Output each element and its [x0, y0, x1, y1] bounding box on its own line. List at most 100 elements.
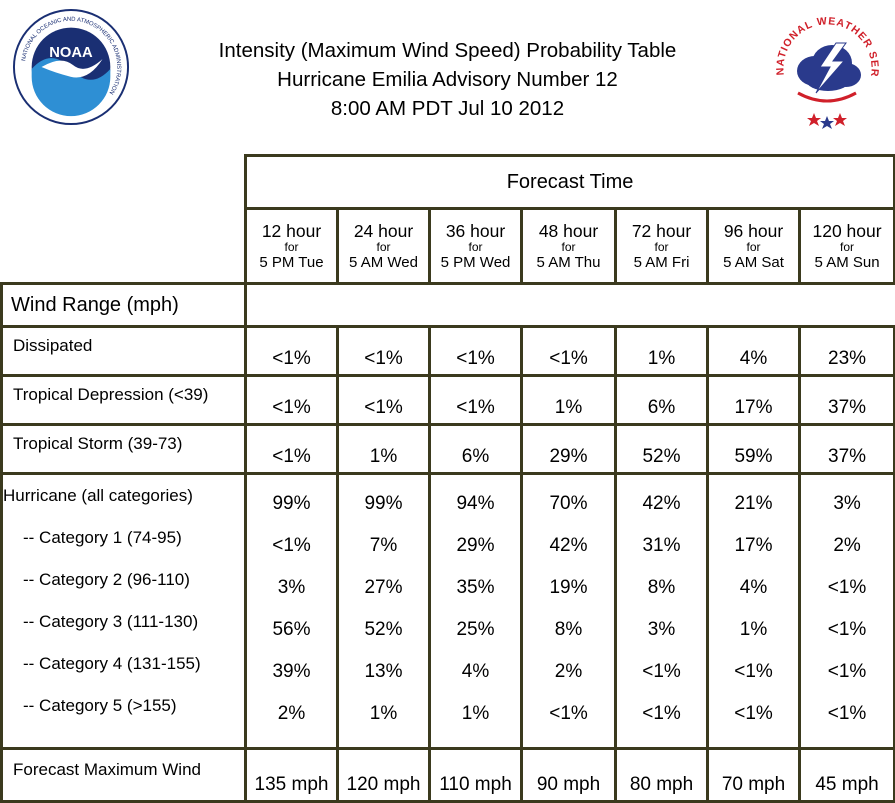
table-cell: 42% — [549, 535, 588, 556]
table-row-hurricane-group: Hurricane (all categories) -- Category 1… — [0, 472, 895, 750]
table-cell: 13% — [364, 661, 403, 682]
table-cell: 110 mph — [428, 747, 523, 803]
row-label-cat2: -- Category 2 (96-110) — [23, 570, 190, 589]
table-cell: 17% — [706, 374, 801, 426]
table-cell: 80 mph — [614, 747, 709, 803]
col-when: 5 AM Sat — [723, 253, 784, 271]
col-for: for — [468, 239, 483, 254]
row-label: Tropical Depression (<39) — [0, 374, 247, 426]
hurricane-col-120h: 3% 2% <1% <1% <1% <1% — [797, 472, 895, 750]
hurricane-col-72h: 42% 31% 8% 3% <1% <1% — [614, 472, 709, 750]
col-header-36h: 36 hour for 5 PM Wed — [428, 207, 523, 285]
table-cell: 37% — [797, 374, 895, 426]
table-cell: 70 mph — [706, 747, 801, 803]
table-cell: 19% — [549, 577, 588, 598]
table-cell: 4% — [461, 661, 490, 682]
table-cell: 27% — [364, 577, 403, 598]
col-hours: 24 hour — [353, 220, 414, 241]
title-line-1: Intensity (Maximum Wind Speed) Probabili… — [218, 39, 677, 62]
table-cell: <1% — [827, 661, 867, 682]
title-line-3: 8:00 AM PDT Jul 10 2012 — [330, 97, 565, 120]
col-hours: 72 hour — [631, 220, 692, 241]
hurricane-col-12h: 99% <1% 3% 56% 39% 2% — [244, 472, 339, 750]
table-row-tropical-depression: Tropical Depression (<39) <1% <1% <1% 1%… — [0, 374, 895, 426]
noaa-logo: NOAA NATIONAL OCEANIC AND ATMOSPHERIC AD… — [12, 8, 130, 126]
table-cell: 52% — [364, 619, 403, 640]
table-cell: 90 mph — [520, 747, 617, 803]
table-cell: 8% — [554, 619, 583, 640]
row-label-cat1: -- Category 1 (74-95) — [23, 528, 182, 547]
col-when: 5 AM Sun — [814, 253, 880, 271]
row-label: Dissipated — [0, 325, 247, 377]
table-cell: 3% — [647, 619, 676, 640]
table-cell: 1% — [520, 374, 617, 426]
hurricane-col-24h: 99% 7% 27% 52% 13% 1% — [336, 472, 431, 750]
col-for: for — [746, 239, 761, 254]
col-hours: 12 hour — [261, 220, 322, 241]
table-cell: <1% — [272, 535, 311, 556]
table-cell: 3% — [277, 577, 306, 598]
hurricane-col-48h: 70% 42% 19% 8% 2% <1% — [520, 472, 617, 750]
col-when: 5 AM Fri — [633, 253, 690, 271]
table-cell: 99% — [364, 493, 403, 514]
table-cell: <1% — [336, 325, 431, 377]
table-cell: 25% — [456, 619, 495, 640]
table-cell: 29% — [456, 535, 495, 556]
row-label: Forecast Maximum Wind — [0, 747, 247, 803]
col-for: for — [284, 239, 299, 254]
nws-logo: NATIONAL WEATHER SERVICE — [770, 5, 880, 129]
col-when: 5 AM Wed — [349, 253, 418, 271]
table-cell: 94% — [456, 493, 495, 514]
table-cell: <1% — [734, 661, 773, 682]
table-cell: <1% — [642, 661, 681, 682]
table-cell: 3% — [833, 493, 861, 514]
table-cell: <1% — [244, 374, 339, 426]
header-spacer — [246, 284, 895, 327]
row-label-hurricane: Hurricane (all categories) — [3, 486, 193, 505]
table-cell: 120 mph — [336, 747, 431, 803]
table-cell: 17% — [734, 535, 773, 556]
col-header-24h: 24 hour for 5 AM Wed — [336, 207, 431, 285]
col-when: 5 PM Tue — [259, 253, 324, 271]
page-header: NOAA NATIONAL OCEANIC AND ATMOSPHERIC AD… — [0, 0, 895, 150]
table-cell: 4% — [706, 325, 801, 377]
col-for: for — [654, 239, 669, 254]
table-cell: <1% — [827, 577, 867, 598]
table-cell: 2% — [833, 535, 861, 556]
table-row-max-wind: Forecast Maximum Wind 135 mph 120 mph 11… — [0, 747, 895, 803]
table-cell: 56% — [272, 619, 311, 640]
table-cell: <1% — [734, 703, 773, 724]
title-line-2: Hurricane Emilia Advisory Number 12 — [277, 68, 618, 91]
table-cell: <1% — [428, 374, 523, 426]
row-label-cat3: -- Category 3 (111-130) — [23, 612, 199, 631]
col-header-72h: 72 hour for 5 AM Fri — [614, 207, 709, 285]
table-cell: <1% — [827, 619, 867, 640]
table-cell: 52% — [614, 423, 709, 475]
table-cell: 29% — [520, 423, 617, 475]
table-cell: 1% — [461, 703, 490, 724]
table-row-dissipated: Dissipated <1% <1% <1% <1% 1% 4% 23% — [0, 325, 895, 377]
row-label-cat4: -- Category 4 (131-155) — [23, 654, 201, 673]
hurricane-labels: Hurricane (all categories) -- Category 1… — [0, 472, 247, 750]
probability-table: Forecast Time 12 hour for 5 PM Tue 24 ho… — [0, 154, 895, 803]
table-cell: 59% — [706, 423, 801, 475]
table-cell: <1% — [244, 423, 339, 475]
table-cell: 37% — [797, 423, 895, 475]
table-cell: <1% — [549, 703, 588, 724]
forecast-time-header: Forecast Time — [243, 154, 895, 210]
col-for: for — [376, 239, 391, 254]
col-header-12h: 12 hour for 5 PM Tue — [244, 207, 339, 285]
col-hours: 120 hour — [812, 220, 882, 241]
table-cell: 31% — [642, 535, 681, 556]
row-label: Tropical Storm (39-73) — [0, 423, 247, 475]
col-when: 5 AM Thu — [536, 253, 601, 271]
table-cell: 7% — [369, 535, 398, 556]
table-cell: 8% — [647, 577, 676, 598]
table-cell: <1% — [520, 325, 617, 377]
table-cell: 70% — [549, 493, 588, 514]
col-header-48h: 48 hour for 5 AM Thu — [520, 207, 617, 285]
row-label-cat5: -- Category 5 (>155) — [23, 696, 177, 715]
col-when: 5 PM Wed — [440, 253, 511, 271]
col-hours: 36 hour — [445, 220, 506, 241]
table-cell: 39% — [272, 661, 311, 682]
